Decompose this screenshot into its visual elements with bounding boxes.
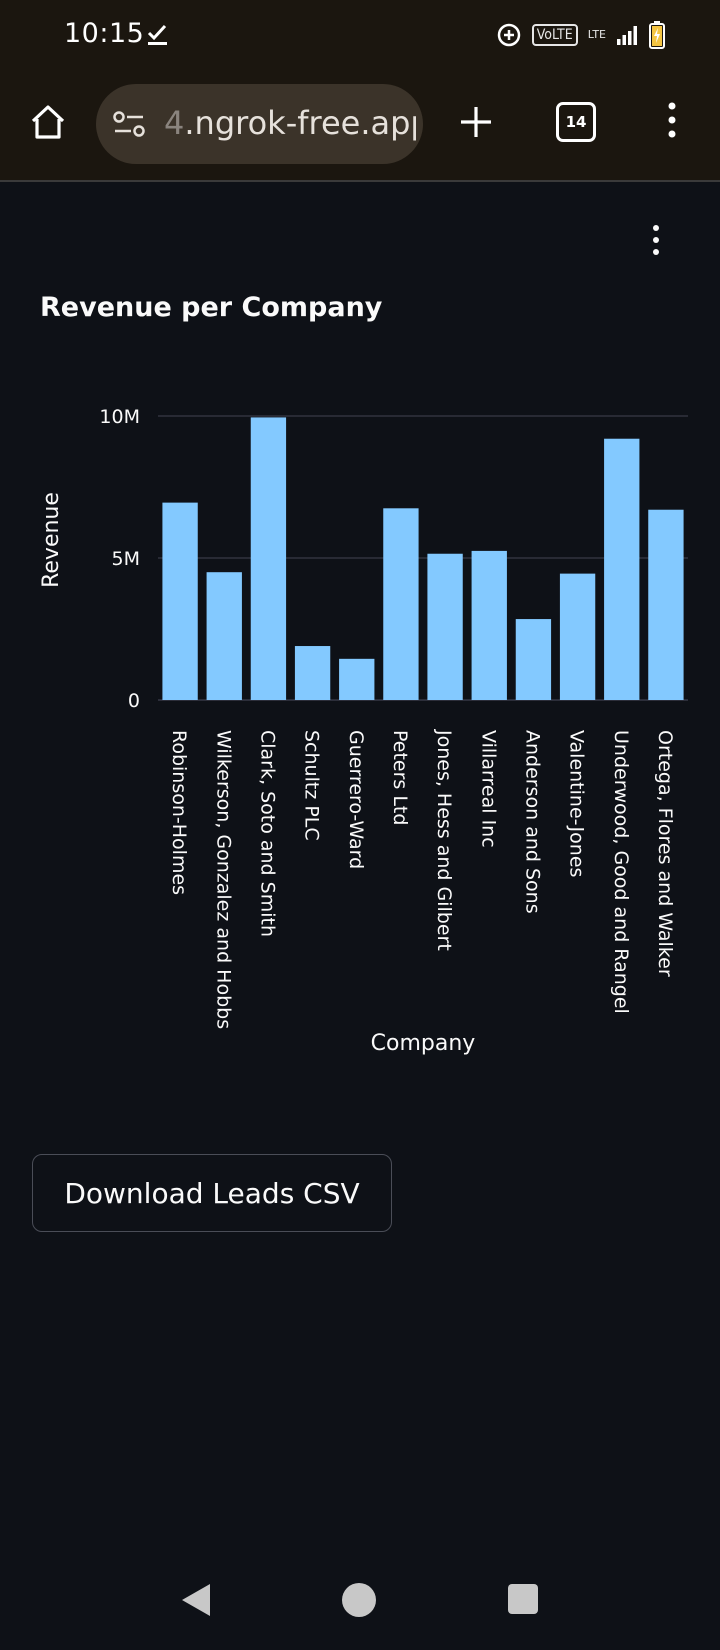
status-time: 10:15 <box>64 18 145 49</box>
system-nav-bar <box>0 1542 720 1650</box>
x-tick-label: Valentine-Jones <box>566 730 588 877</box>
chart-bars <box>162 417 684 700</box>
volte-indicator: VoLTE <box>531 24 578 46</box>
x-tick-label: Jones, Hess and Gilbert <box>433 729 455 951</box>
x-tick-label: Underwood, Good and Rangel <box>610 730 632 1014</box>
recents-icon[interactable] <box>506 1582 540 1616</box>
bar[interactable] <box>250 417 287 700</box>
url-domain: .ngrok-free.app <box>184 104 416 142</box>
y-axis-ticks: 0 5M 10M <box>99 406 140 712</box>
bar[interactable] <box>604 438 640 700</box>
y-tick-label: 5M <box>112 548 140 570</box>
page-content: Revenue per Company 0 5M 10M Robinson-Holm… <box>0 182 720 1542</box>
home-circle-icon[interactable] <box>341 1582 377 1618</box>
x-tick-label: Villarreal Inc <box>477 730 499 848</box>
x-tick-label: Wilkerson, Gonzalez and Hobbs <box>212 730 234 1029</box>
x-tick-label: Schultz PLC <box>301 730 323 841</box>
address-bar[interactable]: 4.ngrok-free.app <box>96 84 423 164</box>
y-tick-label: 0 <box>128 690 140 712</box>
tab-count: 14 <box>565 113 587 131</box>
status-bar: 10:15 VoLTE LTE <box>0 0 720 70</box>
site-settings-icon[interactable] <box>112 110 146 138</box>
chart-menu-icon[interactable] <box>644 222 668 258</box>
x-axis-label: Company <box>371 1031 476 1056</box>
x-tick-label: Peters Ltd <box>389 730 411 825</box>
bar[interactable] <box>471 550 507 700</box>
x-tick-label: Ortega, Flores and Walker <box>654 730 676 977</box>
bar[interactable] <box>206 572 242 700</box>
url-prefix: 4 <box>164 104 185 142</box>
new-tab-icon[interactable] <box>458 104 494 140</box>
x-tick-label: Robinson-Holmes <box>168 730 190 895</box>
bar[interactable] <box>162 502 198 700</box>
bar[interactable] <box>515 619 552 700</box>
bar[interactable] <box>383 508 419 700</box>
data-saver-icon <box>497 23 520 47</box>
revenue-bar-chart: 0 5M 10M Robinson-Holmes Wilkerson, Gonzale… <box>39 406 688 1056</box>
download-leads-csv-button[interactable]: Download Leads CSV <box>32 1154 392 1232</box>
tab-switcher-button[interactable]: 14 <box>556 102 596 142</box>
overflow-menu-icon[interactable] <box>660 100 684 140</box>
bar[interactable] <box>294 646 331 700</box>
x-tick-label: Anderson and Sons <box>521 730 543 914</box>
y-tick-label: 10M <box>99 406 140 428</box>
x-tick-label: Clark, Soto and Smith <box>256 730 278 937</box>
back-icon[interactable] <box>178 1582 214 1618</box>
x-axis-ticks: Robinson-Holmes Wilkerson, Gonzalez and H… <box>168 729 676 1029</box>
x-tick-label: Guerrero-Ward <box>345 730 367 869</box>
browser-toolbar: 4.ngrok-free.app 14 <box>0 70 720 182</box>
url-text: 4.ngrok-free.app <box>164 104 416 142</box>
bar[interactable] <box>648 509 684 700</box>
home-icon[interactable] <box>28 102 68 142</box>
chart-title: Revenue per Company <box>40 292 383 323</box>
lte-indicator: LTE <box>587 28 606 41</box>
bar[interactable] <box>427 553 463 700</box>
bar[interactable] <box>339 658 375 700</box>
download-done-icon <box>147 24 167 45</box>
battery-charging-icon <box>649 21 665 49</box>
chart-grid <box>158 415 688 701</box>
status-icons: VoLTE LTE <box>496 20 666 50</box>
bar[interactable] <box>559 573 596 700</box>
y-axis-label: Revenue <box>39 492 64 588</box>
signal-icon <box>617 26 637 45</box>
